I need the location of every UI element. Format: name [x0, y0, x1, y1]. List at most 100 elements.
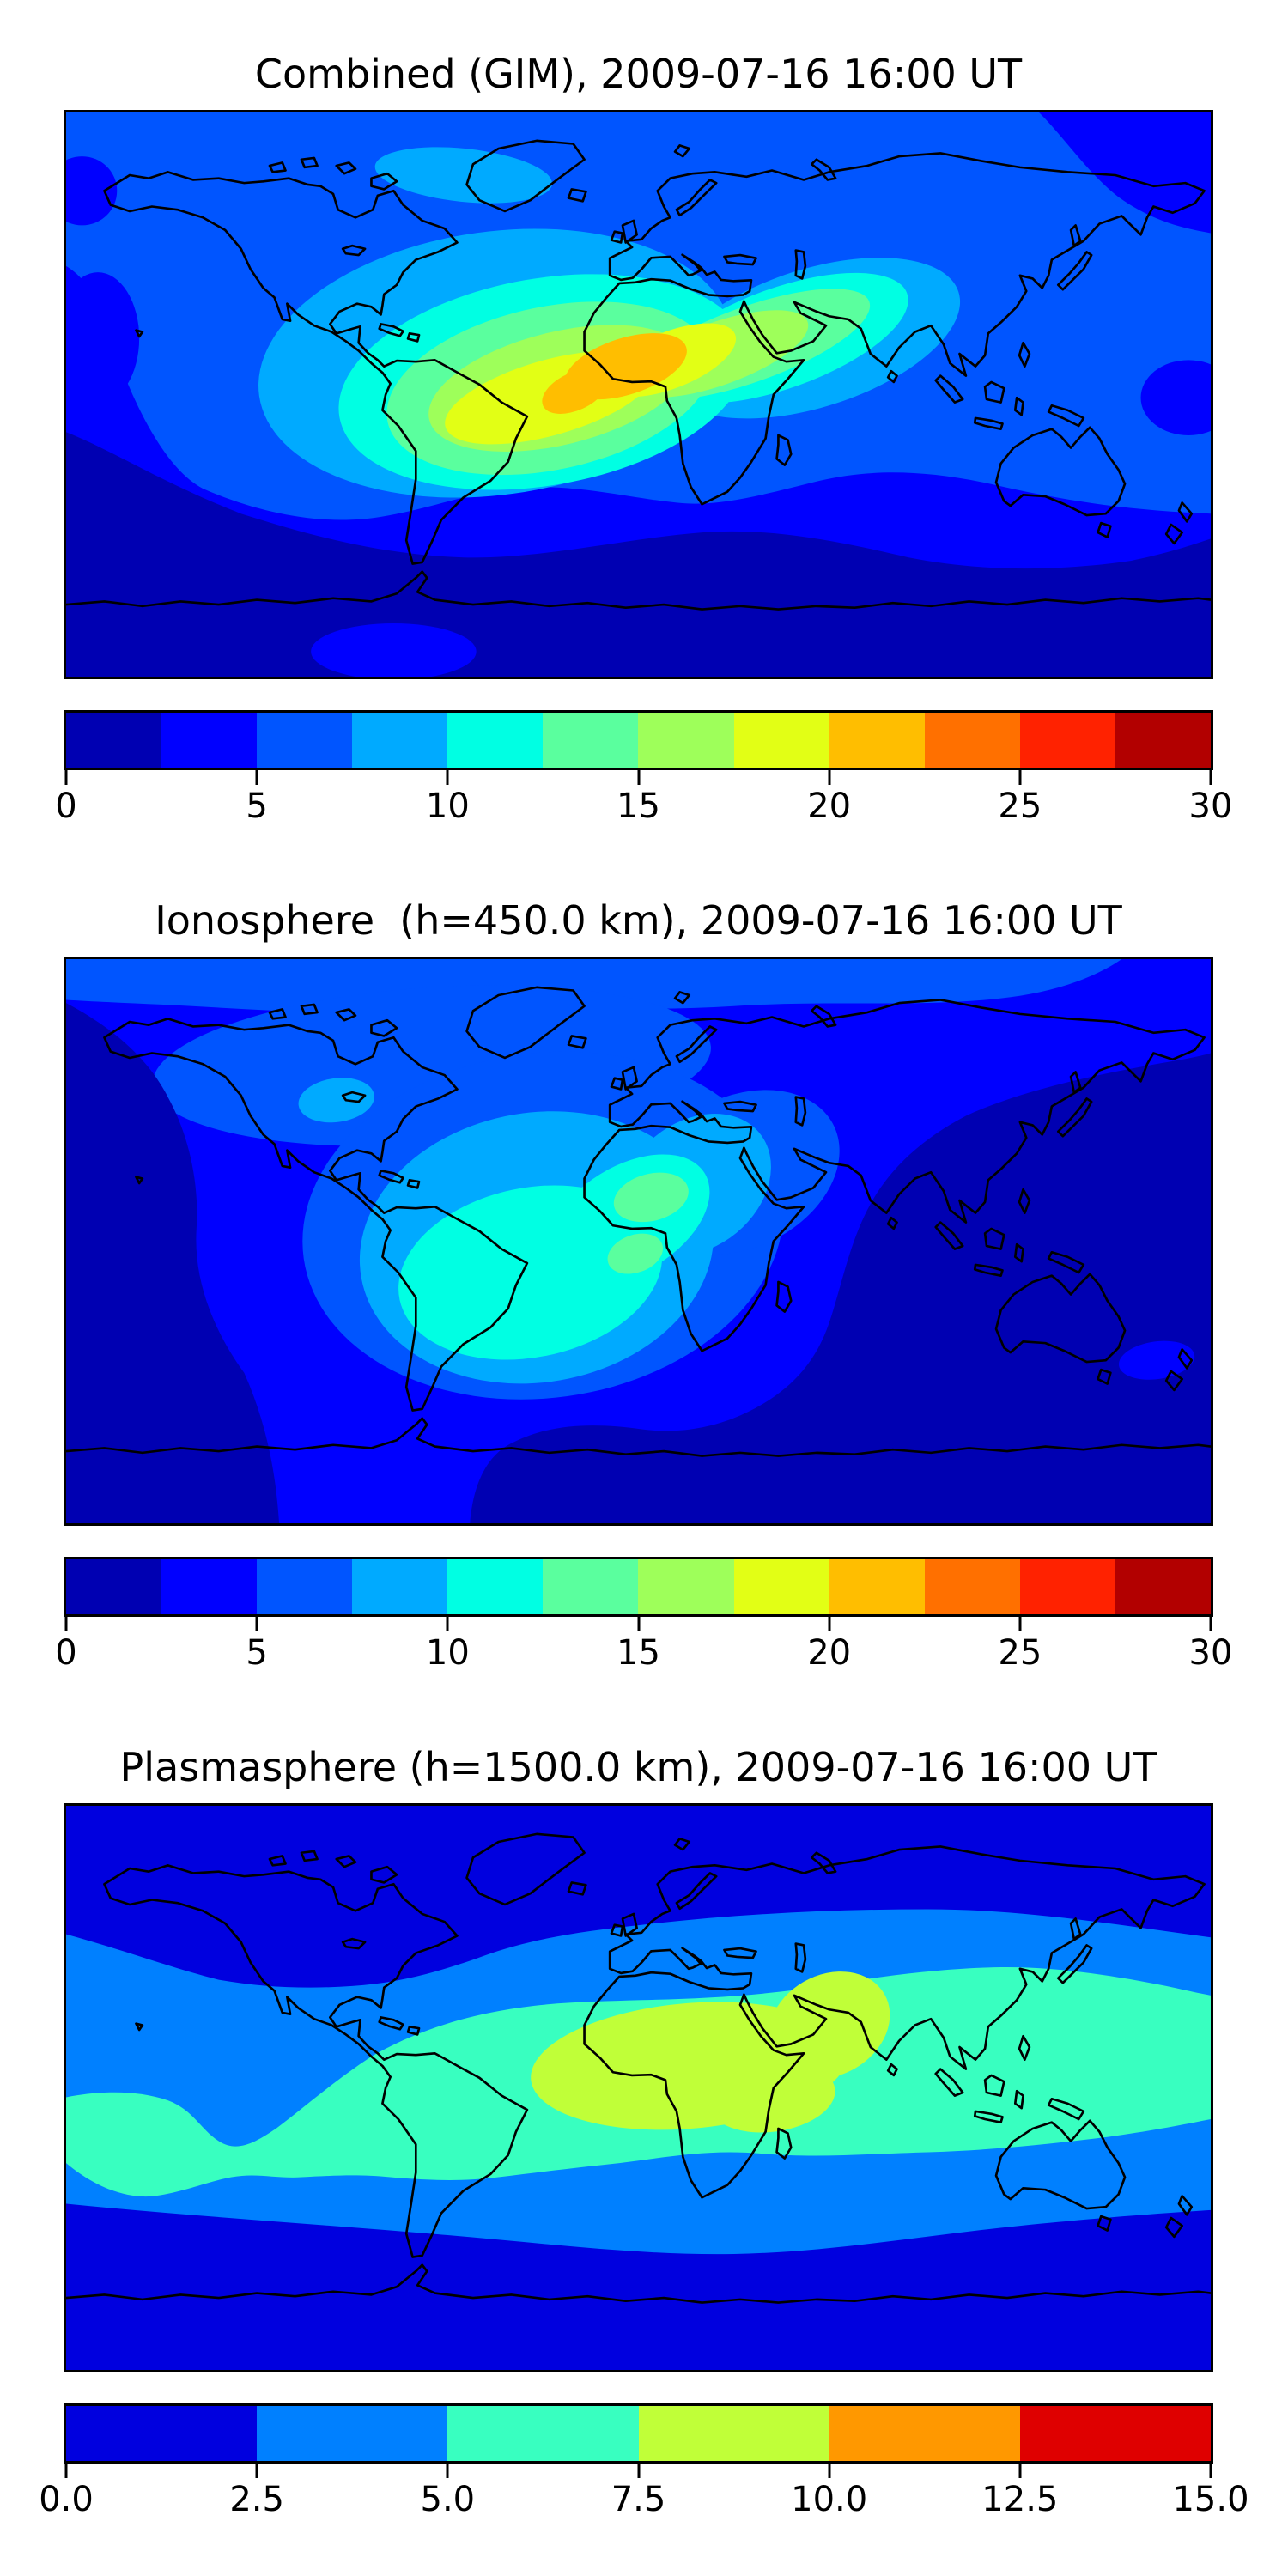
colorbar-tick-label: 10	[425, 787, 470, 826]
colorbar-tick-label: 10.0	[791, 2480, 868, 2519]
colorbar-plasmasphere	[64, 2403, 1213, 2464]
colorbar-tick-label: 25	[998, 1633, 1042, 1673]
colorbar-labels-ionosphere: 0 5 10 15 20 25 30	[55, 1633, 1232, 1678]
colorbar-segment	[829, 713, 925, 768]
colorbar-segment	[1115, 713, 1211, 768]
panel-combined: Combined (GIM), 2009-07-16 16:00 UT	[0, 0, 1288, 847]
colorbar-segment	[1115, 1559, 1211, 1614]
contour-low-nw	[66, 156, 118, 226]
colorbar-tick	[64, 2464, 68, 2478]
contour-0-2.5-east	[470, 1053, 1211, 1523]
colorbar-segment	[638, 1559, 734, 1614]
panel-title-combined: Combined (GIM), 2009-07-16 16:00 UT	[254, 51, 1023, 97]
colorbar-combined	[64, 710, 1213, 770]
colorbar-tick-label: 0	[55, 1633, 77, 1673]
contour-fill-layers	[66, 1806, 1211, 2370]
colorbar-segment	[733, 1559, 829, 1614]
colorbar-tick	[637, 1617, 640, 1631]
colorbar-segment	[829, 1559, 925, 1614]
contour-0-2.5-south	[66, 432, 1211, 677]
colorbar-segment	[1019, 2406, 1212, 2461]
colorbar-segment	[638, 2406, 829, 2461]
panel-plasmasphere: Plasmasphere (h=1500.0 km), 2009-07-16 1…	[0, 1693, 1288, 2540]
map-combined	[64, 110, 1213, 679]
colorbar-tick-label: 15	[617, 1633, 660, 1673]
colorbar-segment	[543, 1559, 639, 1614]
colorbar-tick-label: 7.5	[611, 2480, 666, 2519]
map-plasmasphere	[64, 1803, 1213, 2372]
colorbar-tick-label: 20	[807, 787, 852, 826]
contour-7.5-10-arctic	[374, 147, 553, 204]
colorbar-tick-label: 15.0	[1172, 2480, 1249, 2519]
colorbar-ticks-plasmasphere	[64, 2464, 1212, 2478]
colorbar-segment	[257, 1559, 353, 1614]
colorbar-tick	[446, 770, 449, 785]
colorbar-tick-label: 0	[55, 787, 77, 826]
colorbar-segment	[447, 1559, 544, 1614]
colorbar-ticks-ionosphere	[64, 1617, 1212, 1631]
colorbar-tick	[446, 2464, 449, 2478]
contour-low-west	[66, 272, 140, 404]
colorbar-segment	[924, 713, 1020, 768]
colorbar-tick	[637, 2464, 640, 2478]
panel-title-ionosphere: Ionosphere (h=450.0 km), 2009-07-16 16:0…	[155, 897, 1122, 944]
colorbar-segment	[257, 713, 353, 768]
colorbar-segment	[66, 2406, 258, 2461]
colorbar-tick-label: 5.0	[420, 2480, 476, 2519]
map-ionosphere	[64, 957, 1213, 1526]
colorbar-segment	[161, 1559, 258, 1614]
contour-low-south-patch	[311, 623, 477, 677]
contour-20-22.5-peak2	[542, 368, 608, 414]
colorbar-tick	[255, 1617, 258, 1631]
colorbar-segment	[352, 713, 448, 768]
colorbar-segment	[829, 2406, 1020, 2461]
panel-title-plasmasphere: Plasmasphere (h=1500.0 km), 2009-07-16 1…	[119, 1744, 1157, 1790]
colorbar-tick-label: 5	[246, 787, 268, 826]
colorbar-segment	[66, 713, 162, 768]
world-map-ionosphere	[66, 959, 1211, 1523]
colorbar-tick	[828, 2464, 831, 2478]
panel-ionosphere: Ionosphere (h=450.0 km), 2009-07-16 16:0…	[0, 847, 1288, 1693]
colorbar-tick-label: 25	[998, 787, 1042, 826]
colorbar-tick-label: 0.0	[39, 2480, 94, 2519]
colorbar-labels-plasmasphere: 0.0 2.5 5.0 7.5 10.0 12.5 15.0	[39, 2480, 1249, 2524]
contour-fill-layers	[66, 112, 1211, 677]
colorbar-tick	[64, 1617, 68, 1631]
colorbar-tick-label: 5	[246, 1633, 268, 1673]
colorbar-tick-label: 30	[1188, 1633, 1233, 1673]
colorbar-tick	[1209, 1617, 1212, 1631]
colorbar-segment	[447, 2406, 639, 2461]
contour-7.5-10-midwest	[298, 1078, 374, 1123]
contour-12.5-15-guinea	[607, 1233, 664, 1274]
colorbar-labels-combined: 0 5 10 15 20 25 30	[55, 787, 1232, 831]
colorbar-tick	[637, 770, 640, 785]
colorbar-tick	[1209, 770, 1212, 785]
colorbar-tick-label: 2.5	[229, 2480, 284, 2519]
contour-low-ne-corner	[1058, 112, 1211, 215]
colorbar-tick-label: 20	[807, 1633, 852, 1673]
world-map-plasmasphere	[66, 1806, 1211, 2370]
colorbar-segment	[66, 1559, 162, 1614]
contour-low-east	[1140, 360, 1211, 435]
colorbar-tick	[1209, 2464, 1212, 2478]
colorbar-tick	[1018, 2464, 1022, 2478]
colorbar-tick	[1018, 770, 1022, 785]
colorbar-ionosphere	[64, 1557, 1213, 1617]
world-map-combined	[66, 112, 1211, 677]
colorbar-tick-label: 30	[1188, 787, 1233, 826]
colorbar-tick	[1018, 1617, 1022, 1631]
colorbar-tick-label: 15	[617, 787, 660, 826]
colorbar-segment	[1019, 713, 1115, 768]
colorbar-segment	[352, 1559, 448, 1614]
colorbar-segment	[161, 713, 258, 768]
colorbar-segment	[543, 713, 639, 768]
colorbar-segment	[638, 713, 734, 768]
colorbar-tick-label: 12.5	[981, 2480, 1059, 2519]
contour-0-2.5-west	[66, 1003, 280, 1523]
colorbar-segment	[447, 713, 544, 768]
colorbar-tick-label: 10	[425, 1633, 470, 1673]
colorbar-ticks-combined	[64, 770, 1212, 785]
colorbar-segment	[1019, 1559, 1115, 1614]
colorbar-segment	[924, 1559, 1020, 1614]
